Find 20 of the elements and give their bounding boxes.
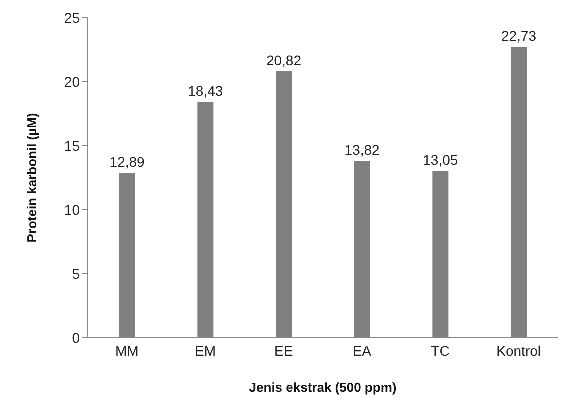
y-tick-label: 5 (72, 266, 80, 282)
x-tick-label: EM (195, 342, 216, 359)
x-tick-label: EA (352, 342, 372, 359)
y-tick-label: 25 (64, 10, 80, 26)
x-tick-label: Kontrol (496, 342, 542, 359)
data-label: 13,05 (423, 152, 458, 168)
y-tick-label: 20 (64, 74, 80, 90)
x-axis-title: Jenis ekstrak (500 ppm) (249, 380, 397, 395)
data-label: 12,89 (110, 154, 146, 170)
x-tick-label: MM (116, 342, 139, 359)
x-tick-label: TC (431, 342, 450, 359)
data-label: 18,43 (188, 83, 224, 100)
y-tick-label: 0 (72, 330, 80, 346)
y-tick-label: 15 (64, 138, 80, 154)
y-axis-title: Protein karbonil (µM) (24, 113, 40, 243)
y-tick-label: 10 (64, 202, 80, 218)
data-label: 13,82 (344, 142, 380, 158)
data-label: 20,82 (266, 52, 302, 69)
data-label: 22,73 (501, 28, 537, 44)
x-tick-label: EE (274, 342, 294, 359)
